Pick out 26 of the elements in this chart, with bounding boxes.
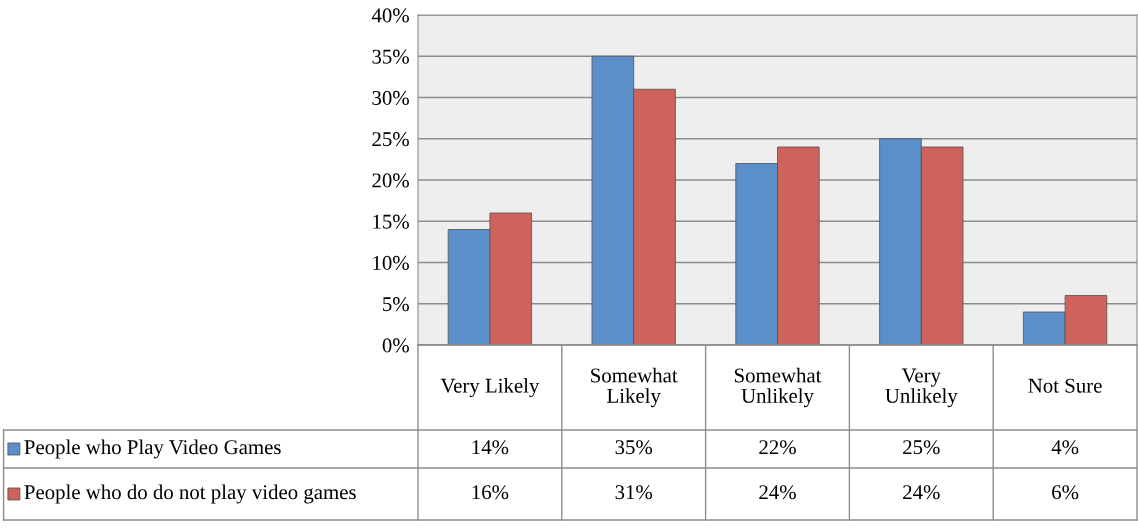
y-tick-label: 15% <box>373 214 409 229</box>
y-tick-label: 25% <box>372 132 409 147</box>
x-tick-label: Very Unlikely <box>885 368 958 408</box>
data-label: 25% <box>903 440 940 455</box>
data-label: 4% <box>1051 440 1079 455</box>
y-tick-label: 5% <box>383 297 409 312</box>
x-tick-label: Not Sure <box>1028 378 1102 393</box>
y-tick-label: 30% <box>372 90 409 105</box>
data-label: 31% <box>615 485 653 500</box>
data-label: 24% <box>903 485 940 500</box>
legend-label: People who do do not play video games <box>24 484 356 504</box>
data-label: 16% <box>472 485 509 500</box>
y-tick-label: 40% <box>371 8 409 23</box>
y-tick-label: 10% <box>373 255 409 270</box>
legend-label: People who Play Video Games <box>24 439 281 459</box>
data-label: 6% <box>1052 485 1079 500</box>
data-label: 35% <box>615 440 653 455</box>
x-tick-label: Somewhat Likely <box>591 367 678 408</box>
x-tick-label: Very Likely <box>440 378 540 397</box>
y-tick-label: 0% <box>382 338 409 353</box>
y-tick-label: 35% <box>372 49 409 64</box>
data-label: 24% <box>759 485 796 500</box>
data-label: 22% <box>759 440 796 455</box>
x-tick-label: Somewhat Unlikely <box>734 367 822 408</box>
y-tick-label: 20% <box>372 173 409 188</box>
data-label: 14% <box>472 440 509 455</box>
